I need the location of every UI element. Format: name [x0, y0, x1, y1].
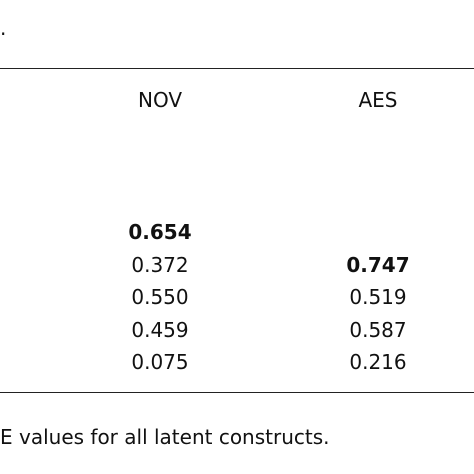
- table-cell: 0.654: [128, 220, 192, 244]
- top-rule: [0, 68, 474, 69]
- caption: .: [0, 16, 7, 40]
- table-cell: 0.747: [346, 252, 410, 277]
- table-cell: 0.372: [131, 252, 189, 277]
- table-cell: 0.459: [131, 317, 189, 342]
- column-header: AES: [358, 88, 398, 112]
- footnote: E values for all latent constructs.: [0, 425, 330, 449]
- table-cell: 0.550: [131, 285, 189, 309]
- table-cell: 0.075: [131, 350, 189, 374]
- table-cell: 0.216: [349, 350, 407, 374]
- bottom-rule: [0, 392, 474, 393]
- table-cell: 0.587: [349, 317, 407, 342]
- table-cell: 0.519: [349, 285, 407, 309]
- column-header: NOV: [137, 88, 183, 112]
